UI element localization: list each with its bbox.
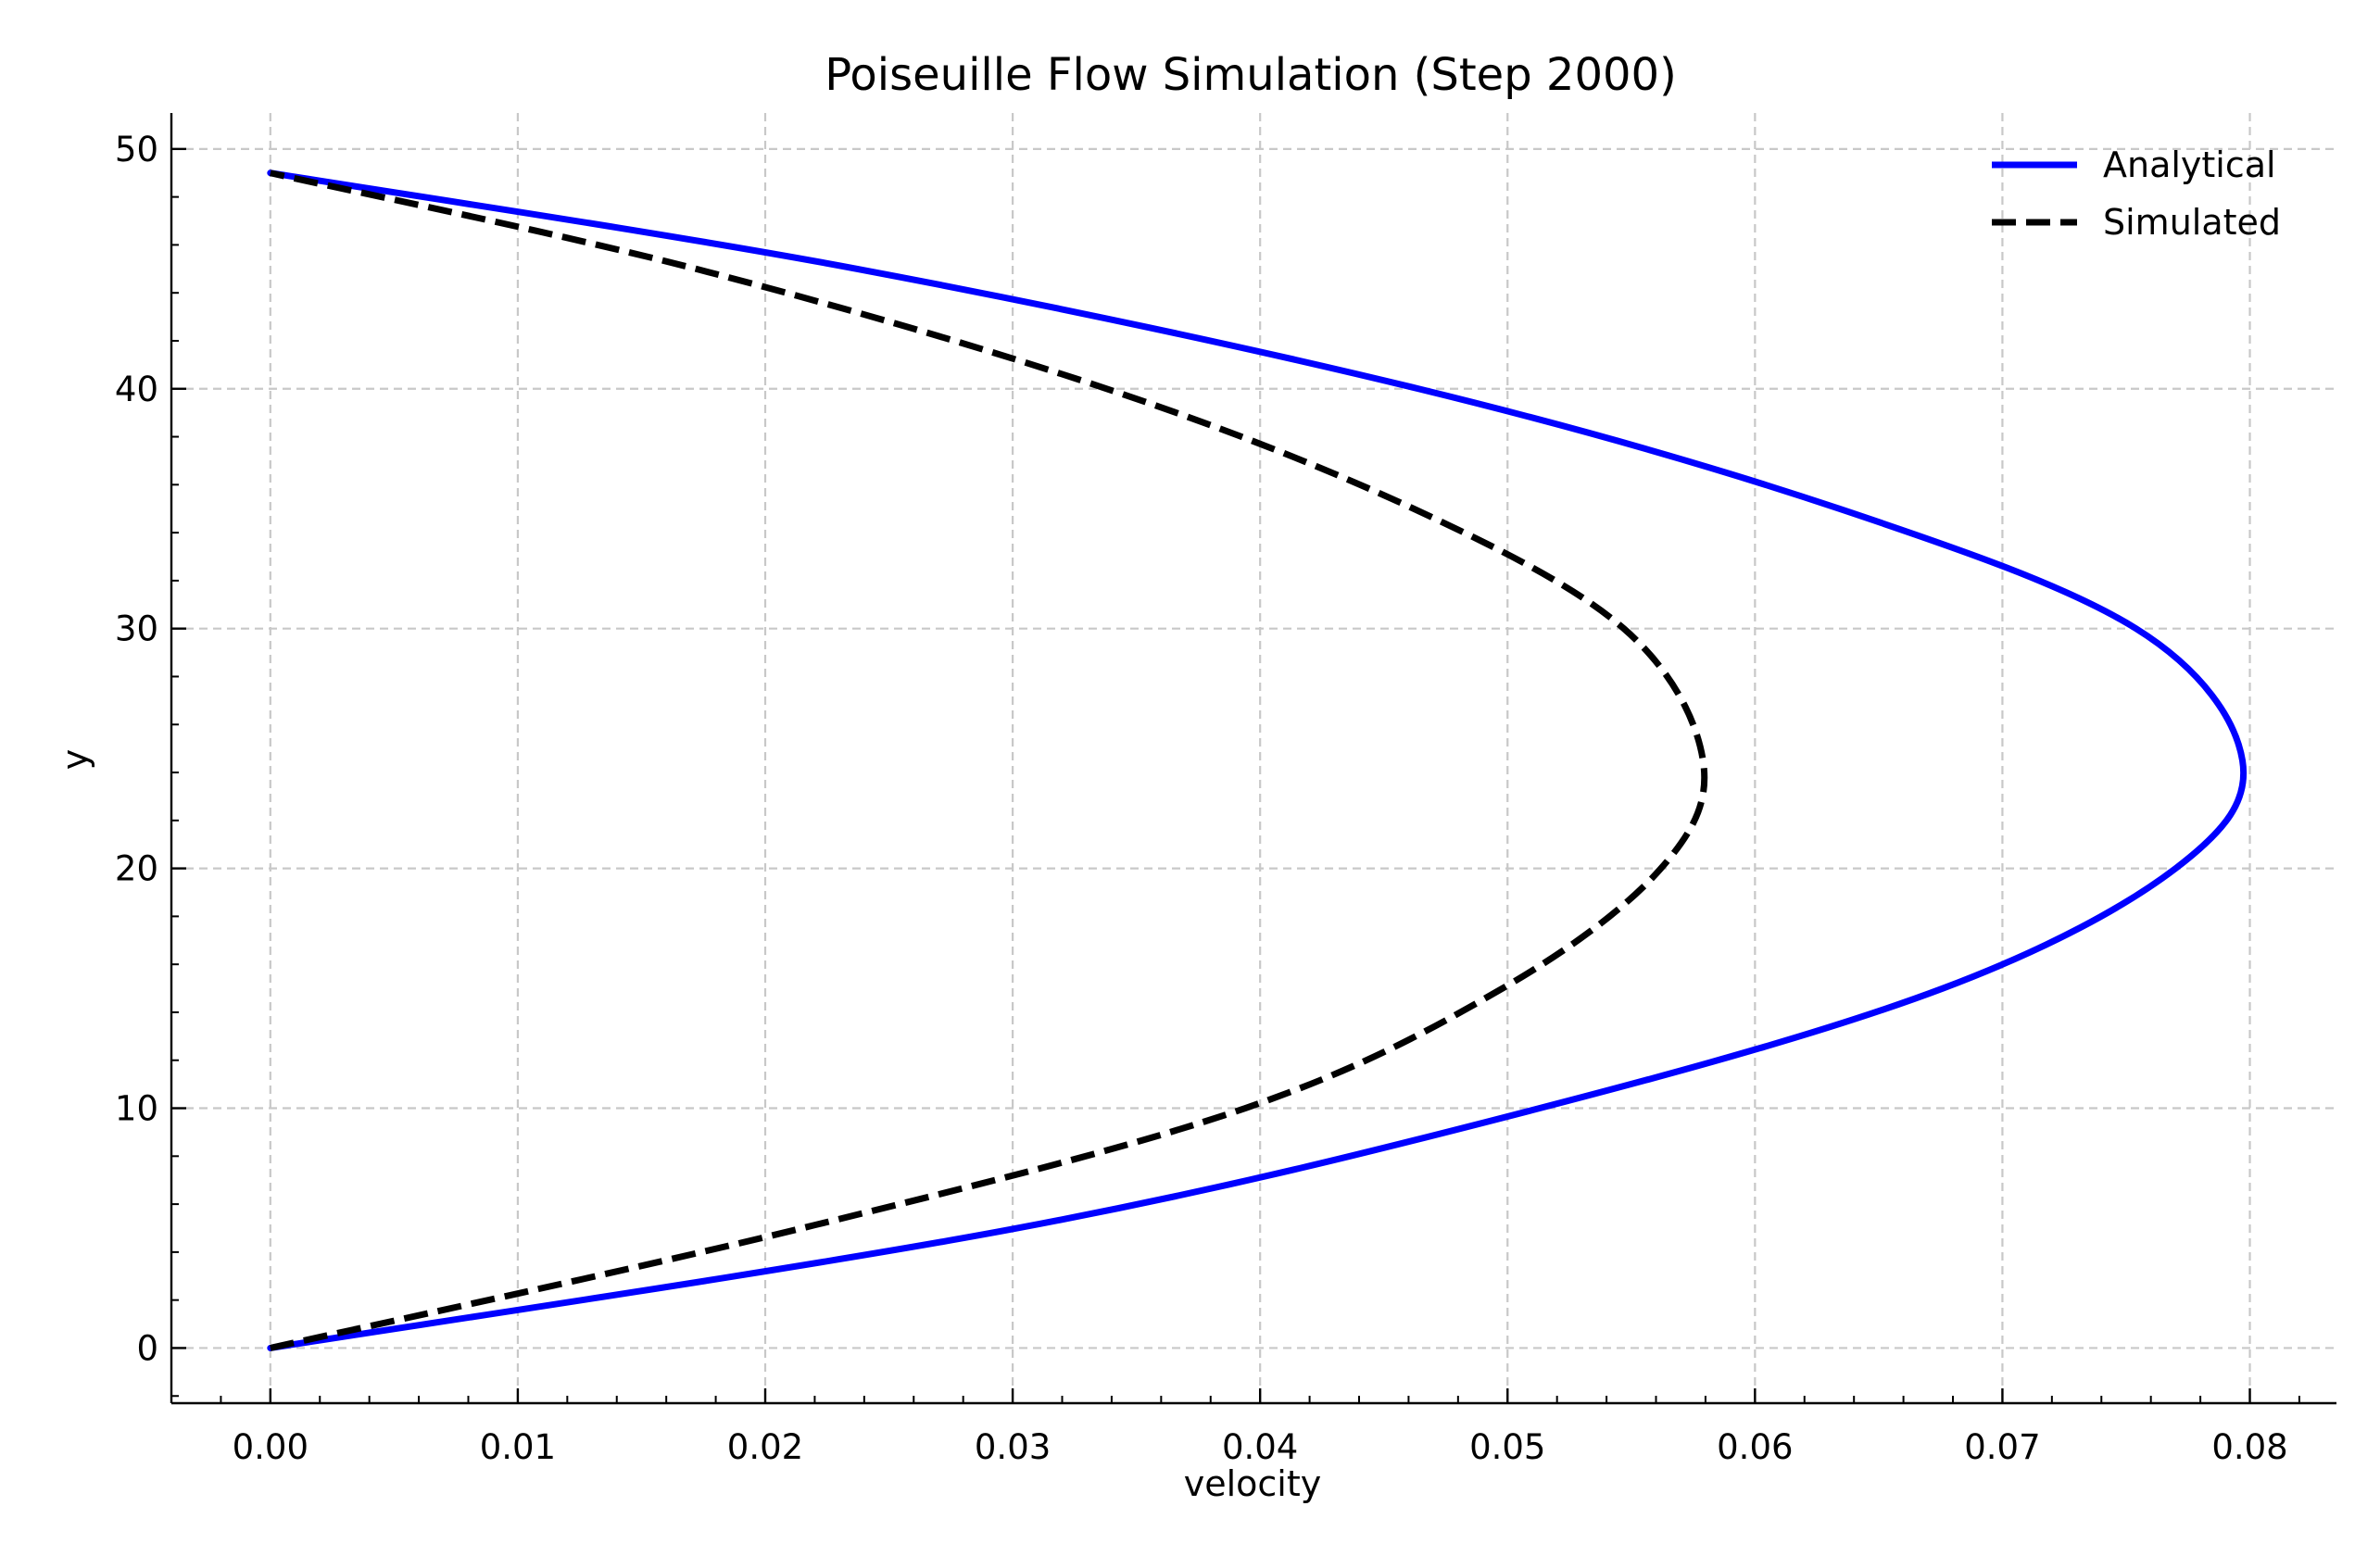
y-tick-label-4: 40 <box>115 370 158 409</box>
x-axis-title: velocity <box>1184 1463 1322 1504</box>
legend: Analytical Simulated <box>1992 144 2281 243</box>
grid-lines <box>171 113 2336 1403</box>
axes <box>170 113 2336 1405</box>
x-tick-label-2: 0.02 <box>727 1427 803 1467</box>
legend-label-simulated: Simulated <box>2103 202 2281 243</box>
x-tick-label-5: 0.05 <box>1469 1427 1545 1467</box>
series-line-analytical <box>267 169 2248 1351</box>
y-axis-title: y <box>55 749 95 771</box>
plot-area <box>267 169 2248 1351</box>
x-tick-label-6: 0.06 <box>1717 1427 1793 1467</box>
x-tick-label-4: 0.04 <box>1222 1427 1298 1467</box>
y-tick-label-1: 10 <box>115 1089 158 1129</box>
legend-label-analytical: Analytical <box>2103 144 2276 185</box>
axis-ticks: 0.00 0.01 0.02 0.03 0.04 0.05 0.06 0.07 0.08 0 10 2… <box>115 130 2300 1467</box>
series-line-simulated <box>270 169 1708 1351</box>
x-tick-label-3: 0.03 <box>975 1427 1051 1467</box>
x-tick-label-0: 0.00 <box>233 1427 309 1467</box>
chart-title: Poiseuille Flow Simulation (Step 2000) <box>825 49 1677 101</box>
x-tick-label-8: 0.08 <box>2211 1427 2287 1467</box>
y-tick-label-5: 50 <box>115 130 158 169</box>
x-tick-label-7: 0.07 <box>1964 1427 2040 1467</box>
y-tick-label-2: 20 <box>115 849 158 889</box>
x-tick-label-1: 0.01 <box>480 1427 556 1467</box>
y-tick-label-3: 30 <box>115 609 158 649</box>
y-tick-label-0: 0 <box>136 1328 158 1368</box>
